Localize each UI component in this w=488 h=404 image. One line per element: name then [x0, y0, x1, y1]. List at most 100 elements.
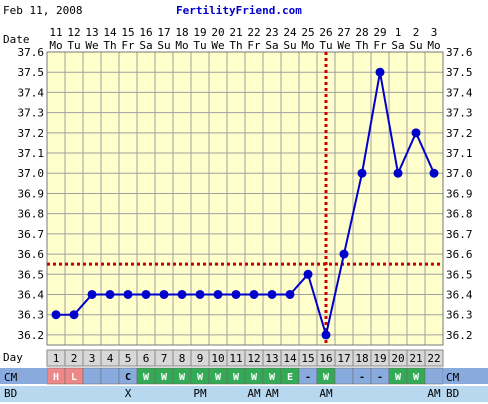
cm-value: -	[359, 372, 365, 383]
temperature-point	[267, 289, 277, 299]
cycle-day-label: 19	[373, 352, 386, 365]
temperature-point	[339, 249, 349, 259]
temperature-point	[159, 289, 169, 299]
weekday-label: Mo	[175, 39, 188, 52]
weekday-label: Tu	[319, 39, 332, 52]
cycle-day-label: 1	[53, 352, 60, 365]
date-label: 28	[355, 26, 368, 39]
site-name: FertilityFriend.com	[176, 4, 302, 17]
bd-row	[0, 386, 488, 402]
y-tick-label-right: 36.4	[446, 288, 473, 301]
weekday-label: Su	[157, 39, 170, 52]
y-tick-label-right: 36.6	[446, 248, 473, 261]
cm-value: -	[377, 372, 383, 383]
temperature-point	[393, 168, 403, 178]
y-tick-label-right: 37.3	[446, 107, 473, 120]
y-tick-label-right: 36.5	[446, 268, 473, 281]
temperature-point	[51, 310, 61, 320]
y-tick-label-left: 37.1	[18, 147, 45, 160]
date-row-label: Date	[3, 33, 30, 46]
cm-value: W	[233, 372, 240, 383]
cycle-day-label: 15	[301, 352, 314, 365]
y-tick-label-right: 36.2	[446, 329, 473, 342]
date-label: 29	[373, 26, 386, 39]
date-label: 25	[301, 26, 314, 39]
cm-row-label-left: CM	[4, 371, 18, 384]
date-label: 24	[283, 26, 297, 39]
cm-value: C	[125, 372, 131, 383]
temperature-point	[231, 289, 241, 299]
day-row-label: Day	[3, 351, 23, 364]
temperature-point	[303, 269, 313, 279]
cycle-day-label: 2	[71, 352, 78, 365]
bd-value: PM	[193, 387, 207, 400]
date-label: 15	[121, 26, 134, 39]
cm-value: E	[287, 372, 293, 383]
cm-cell	[82, 367, 102, 385]
cm-value: W	[395, 372, 402, 383]
temperature-point	[213, 289, 223, 299]
y-tick-label-right: 37.2	[446, 127, 473, 140]
y-tick-label-left: 37.6	[18, 46, 45, 59]
cm-value: W	[251, 372, 258, 383]
date-label: 27	[337, 26, 350, 39]
weekday-label: Mo	[427, 39, 440, 52]
cm-row-label-right: CM	[446, 371, 460, 384]
cm-label-bg-right	[443, 368, 488, 384]
weekday-label: Sa	[265, 39, 278, 52]
weekday-label: Th	[355, 39, 368, 52]
cycle-day-label: 14	[283, 352, 297, 365]
weekday-label: Th	[103, 39, 116, 52]
bd-value: AM	[247, 387, 261, 400]
y-tick-label-left: 37.0	[18, 167, 45, 180]
y-tick-label-left: 37.3	[18, 107, 45, 120]
cycle-day-label: 18	[355, 352, 368, 365]
y-tick-label-left: 36.7	[18, 228, 45, 241]
date-label: 18	[175, 26, 188, 39]
cycle-day-label: 22	[427, 352, 440, 365]
weekday-label: Fr	[247, 39, 261, 52]
weekday-label: Sa	[391, 39, 404, 52]
weekday-label: Mo	[301, 39, 314, 52]
bd-value: AM	[319, 387, 333, 400]
y-tick-label-left: 36.9	[18, 187, 45, 200]
cycle-day-label: 5	[125, 352, 132, 365]
cm-cell	[424, 367, 444, 385]
cm-value: L	[71, 372, 77, 383]
y-tick-label-left: 36.2	[18, 329, 45, 342]
y-tick-label-left: 37.5	[18, 66, 45, 79]
bd-row-label-left: BD	[4, 387, 17, 400]
cm-label-bg-left	[0, 368, 47, 384]
cycle-day-label: 11	[229, 352, 242, 365]
y-tick-label-right: 36.9	[446, 187, 473, 200]
y-tick-label-left: 37.4	[18, 86, 45, 99]
weekday-label: Tu	[193, 39, 206, 52]
temperature-point	[87, 289, 97, 299]
y-tick-label-left: 36.3	[18, 309, 45, 322]
temperature-point	[177, 289, 187, 299]
day-cell	[424, 349, 444, 367]
weekday-label: We	[337, 39, 350, 52]
cm-value: W	[323, 372, 330, 383]
date-label: 17	[157, 26, 170, 39]
date-label: 1	[395, 26, 402, 39]
date-label: 13	[85, 26, 98, 39]
temperature-point	[69, 310, 79, 320]
y-tick-label-right: 36.8	[446, 208, 473, 221]
date-label: 20	[211, 26, 224, 39]
cycle-day-label: 6	[143, 352, 150, 365]
plot-border	[46, 51, 444, 346]
bd-value: AM	[427, 387, 441, 400]
temperature-point	[411, 128, 421, 138]
cycle-day-label: 12	[247, 352, 260, 365]
chart-date: Feb 11, 2008	[3, 4, 82, 17]
temperature-line	[56, 72, 435, 339]
date-label: 19	[193, 26, 206, 39]
y-tick-label-right: 37.0	[446, 167, 473, 180]
date-label: 26	[319, 26, 332, 39]
cycle-day-label: 9	[197, 352, 204, 365]
temperature-point	[285, 289, 295, 299]
temperature-point	[249, 289, 259, 299]
y-tick-label-right: 36.3	[446, 309, 473, 322]
y-tick-label-left: 36.4	[18, 288, 45, 301]
